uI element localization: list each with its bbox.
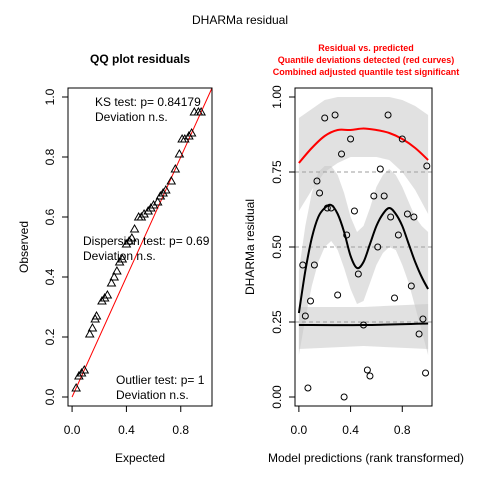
residual-y-axis-label: DHARMa residual	[243, 199, 257, 295]
dispersion-test-annotation: Dispersion test: p= 0.69	[83, 234, 210, 248]
residual-point	[387, 213, 395, 221]
qq-point	[129, 223, 140, 233]
qq-plot-title: QQ plot residuals	[90, 52, 190, 66]
residual-point	[313, 177, 321, 185]
qq-point	[196, 106, 206, 116]
residual-point	[423, 162, 431, 170]
x-tick-label: 0.4	[118, 423, 135, 437]
residual-point	[403, 210, 411, 218]
quantile-0.75-curve	[298, 127, 429, 164]
quantile-0.25-confidence-band	[298, 304, 429, 349]
plot-frame	[67, 87, 213, 407]
qq-point	[166, 175, 177, 185]
residual-point	[350, 207, 358, 215]
residual-point	[340, 393, 348, 401]
qq-point	[106, 277, 117, 287]
qq-y-axis-label: Observed	[17, 221, 31, 273]
qq-point	[170, 163, 181, 173]
residual-point	[366, 372, 374, 380]
residual-point	[391, 294, 399, 302]
residual-point	[310, 261, 318, 269]
residual-point	[422, 369, 430, 377]
residual-point	[415, 330, 423, 338]
residual-point	[334, 291, 342, 299]
residual-point	[316, 189, 324, 197]
residual-point	[407, 282, 415, 290]
figure-title: DHARMa residual	[192, 13, 288, 27]
residual-point	[304, 384, 312, 392]
residual-point	[394, 231, 402, 239]
residual-point	[384, 111, 392, 119]
y-tick-label: 0.6	[43, 208, 57, 225]
y-tick-label: 0.2	[43, 328, 57, 345]
qq-plot-panel: QQ plot residuals 0.0 0.4 0.8 0.0 0.2 0.4 0.6 0.…	[17, 52, 213, 465]
ks-test-annotation: KS test: p= 0.84179	[95, 95, 201, 109]
residual-point	[327, 204, 335, 212]
x-tick-label: 0.4	[342, 423, 359, 437]
qq-point	[186, 127, 197, 137]
qq-point	[117, 253, 128, 263]
qq-point	[71, 382, 82, 392]
ks-test-annotation: Deviation n.s.	[95, 110, 168, 124]
y-tick-label: 0.8	[43, 148, 57, 165]
qq-point	[102, 289, 113, 299]
residual-point	[419, 315, 427, 323]
qq-point	[160, 184, 171, 194]
qq-point	[91, 310, 102, 320]
qq-point	[109, 271, 120, 281]
residual-point	[347, 135, 355, 143]
qq-point	[126, 232, 137, 242]
residual-point	[363, 366, 371, 374]
y-tick-label: 0.50	[270, 235, 284, 259]
qq-point	[174, 148, 185, 158]
residual-point	[380, 192, 388, 200]
residual-point	[360, 321, 367, 329]
y-tick-label: 0.0	[43, 388, 57, 405]
residual-point	[343, 231, 351, 239]
qq-point	[152, 196, 163, 206]
y-tick-label: 0.00	[270, 385, 284, 409]
residual-point	[354, 270, 362, 278]
y-tick-label: 1.0	[43, 88, 57, 105]
qq-point	[87, 322, 98, 332]
residual-point	[338, 150, 346, 158]
residual-point	[398, 135, 406, 143]
residual-point	[331, 111, 339, 119]
residual-point	[376, 165, 384, 173]
outlier-test-annotation: Deviation n.s.	[116, 388, 189, 402]
qq-point	[189, 106, 200, 116]
residual-point	[374, 243, 382, 251]
y-tick-label: 0.75	[270, 160, 284, 184]
residual-point	[370, 192, 378, 200]
residual-point	[301, 312, 309, 320]
y-tick-label: 0.25	[270, 310, 284, 334]
x-tick-label: 0.0	[64, 423, 81, 437]
residual-point	[307, 297, 315, 305]
residual-point	[323, 204, 331, 212]
outlier-test-annotation: Outlier test: p= 1	[116, 373, 205, 387]
qq-point	[79, 364, 90, 374]
quantile-0.5-curve	[297, 203, 429, 314]
y-tick-label: 0.4	[43, 268, 57, 285]
qq-x-axis-label: Expected	[115, 451, 165, 465]
x-tick-label: 0.0	[291, 423, 308, 437]
residual-point	[299, 261, 307, 269]
x-tick-label: 0.8	[394, 423, 411, 437]
dispersion-test-annotation: Deviation n.s.	[83, 249, 156, 263]
y-tick-label: 1.00	[270, 85, 284, 109]
quantile-0.25-curve	[298, 322, 429, 327]
residual-panel-title-line: Combined adjusted quantile test signific…	[273, 67, 460, 77]
residual-point	[321, 114, 329, 122]
residual-vs-predicted-panel: Residual vs. predicted Quantile deviation…	[243, 43, 464, 465]
x-tick-label: 0.8	[172, 423, 189, 437]
residual-x-axis-label: Model predictions (rank transformed)	[268, 451, 464, 465]
quantile-0.75-confidence-band	[298, 97, 429, 214]
qq-point	[112, 265, 122, 275]
residual-panel-title-line: Quantile deviations detected (red curves…	[278, 55, 455, 65]
residual-point	[410, 213, 418, 221]
residual-panel-title-line: Residual vs. predicted	[318, 43, 414, 53]
qq-point	[84, 328, 95, 338]
